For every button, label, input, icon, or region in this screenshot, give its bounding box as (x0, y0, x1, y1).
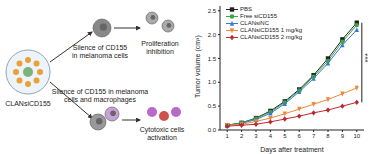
svg-text:8: 8 (326, 133, 330, 139)
svg-text:9: 9 (341, 133, 345, 139)
svg-text:1.0: 1.0 (208, 79, 217, 85)
html-text:Free siCD155: Free siCD155 (240, 13, 277, 19)
svg-text:1.5: 1.5 (208, 56, 217, 62)
svg-text:0.5: 0.5 (208, 103, 217, 109)
svg-text:0.0: 0.0 (208, 127, 217, 133)
html-text:CLANsiCD155 1 mg/kg: CLANsiCD155 1 mg/kg (240, 27, 302, 33)
svg-text:Silence of CD155 in melanomace: Silence of CD155 in melanomacells and ma… (52, 88, 149, 104)
svg-text:7: 7 (312, 133, 316, 139)
svg-text:Days after treatment: Days after treatment (260, 146, 323, 154)
svg-text:5: 5 (283, 133, 287, 139)
svg-text:Silence of CD155in melanoma ce: Silence of CD155in melanoma cells (72, 44, 129, 59)
svg-text:4: 4 (269, 133, 273, 139)
svg-text:***: *** (363, 53, 370, 62)
svg-text:1: 1 (226, 133, 230, 139)
svg-text:Proliferationinhibition: Proliferationinhibition (141, 40, 178, 55)
svg-text:Tumor volume (cm³): Tumor volume (cm³) (194, 35, 202, 98)
svg-text:2.0: 2.0 (208, 32, 217, 38)
svg-text:10: 10 (353, 133, 360, 139)
html-text:CLANsiNC: CLANsiNC (240, 20, 269, 26)
svg-text:2: 2 (240, 133, 244, 139)
svg-text:CLANsiCD155: CLANsiCD155 (8, 100, 51, 107)
html-text:CLANsiCD155 2 mg/kg: CLANsiCD155 2 mg/kg (240, 34, 302, 40)
svg-text:2.5: 2.5 (208, 8, 217, 14)
svg-text:Cytotoxic cellsactivation: Cytotoxic cellsactivation (140, 126, 185, 141)
html-text:PBS: PBS (240, 6, 252, 12)
svg-text:6: 6 (298, 133, 302, 139)
svg-text:3: 3 (254, 133, 258, 139)
